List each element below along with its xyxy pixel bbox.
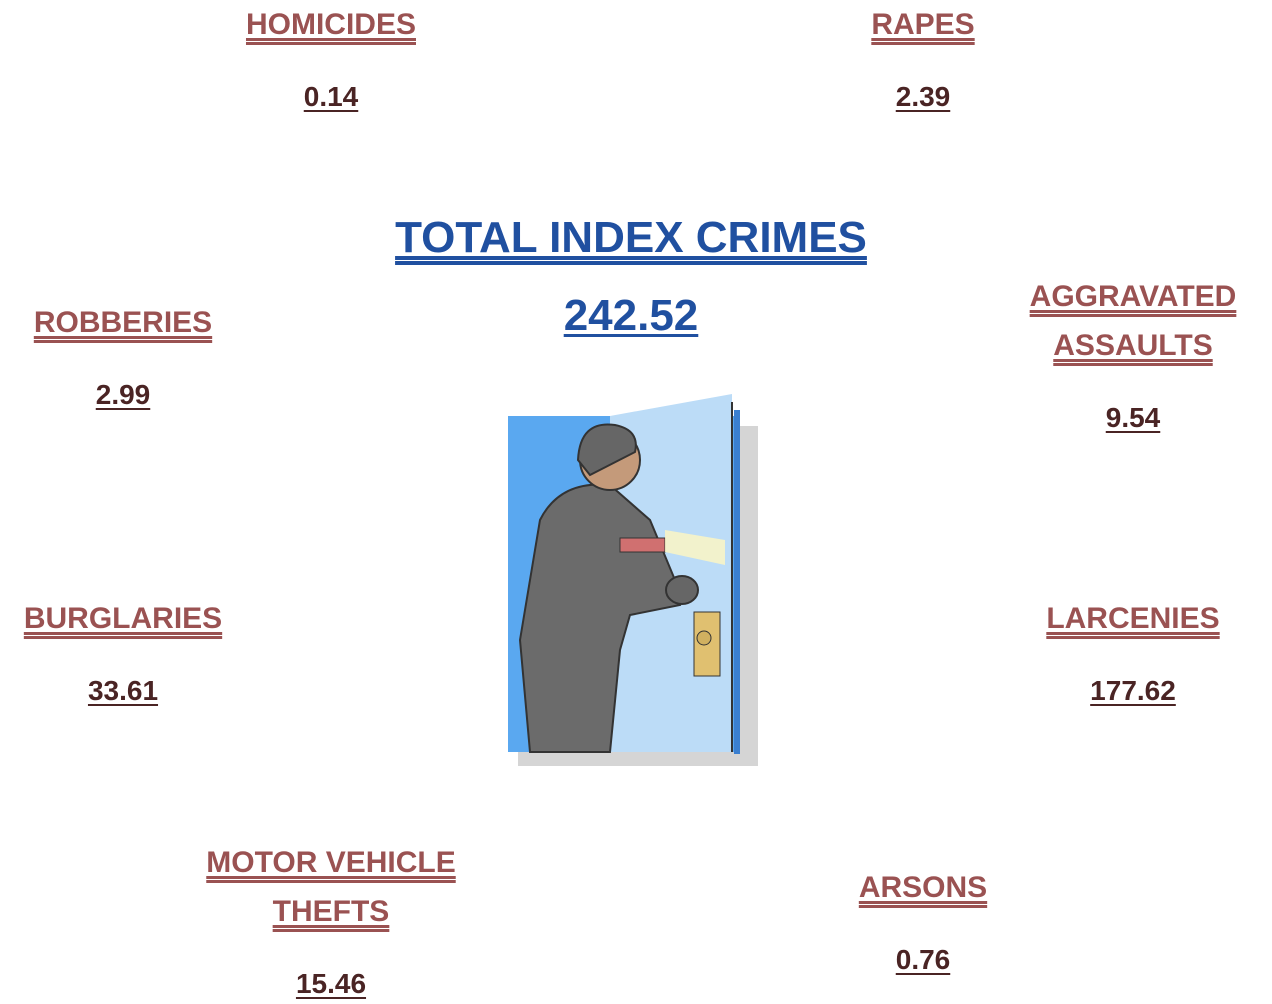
item: ARSONS 0.76: [753, 863, 1093, 980]
item-label: MOTOR VEHICLE THEFTS: [171, 838, 491, 936]
item-label: RAPES: [763, 0, 1083, 49]
item-value: 2.39: [753, 77, 1093, 117]
item-value: 177.62: [963, 671, 1272, 711]
item-label: ROBBERIES: [0, 298, 283, 347]
item-label: HOMICIDES: [171, 0, 491, 49]
item-value: 0.76: [753, 940, 1093, 980]
item: HOMICIDES 0.14: [161, 0, 501, 117]
item: AGGRAVATED ASSAULTS 9.54: [963, 272, 1272, 438]
item: LARCENIES 177.62: [963, 594, 1272, 711]
item-label: AGGRAVATED ASSAULTS: [973, 272, 1272, 370]
item-label: ARSONS: [763, 863, 1083, 912]
item-label: BURGLARIES: [0, 594, 283, 643]
item: ROBBERIES 2.99: [0, 298, 293, 415]
item-value: 15.46: [161, 964, 501, 1004]
item-value: 33.61: [0, 671, 293, 711]
item: BURGLARIES 33.61: [0, 594, 293, 711]
item-label: LARCENIES: [973, 594, 1272, 643]
burglar-clipart: [500, 390, 770, 780]
total-label: TOTAL INDEX CRIMES: [281, 210, 981, 266]
page: TOTAL INDEX CRIMES 242.52 HOMICIDES 0.14…: [0, 0, 1272, 998]
item-value: 9.54: [963, 398, 1272, 438]
item-value: 2.99: [0, 375, 293, 415]
total-value: 242.52: [281, 288, 981, 344]
item-value: 0.14: [161, 77, 501, 117]
item: MOTOR VEHICLE THEFTS 15.46: [161, 838, 501, 1004]
item: RAPES 2.39: [753, 0, 1093, 117]
total-group: TOTAL INDEX CRIMES 242.52: [281, 210, 981, 344]
